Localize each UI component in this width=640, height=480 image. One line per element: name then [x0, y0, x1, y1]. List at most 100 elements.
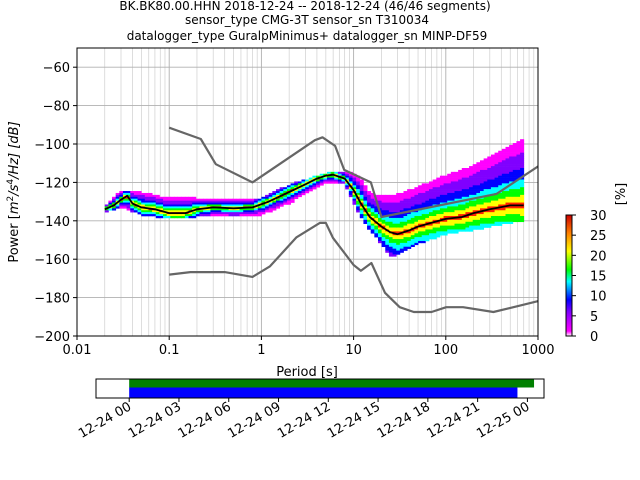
- psd-density-cell: [148, 204, 153, 207]
- psd-density-cell: [133, 194, 138, 198]
- psd-density-cell: [516, 168, 521, 171]
- psd-density-cell: [108, 202, 113, 205]
- psd-density-cell: [512, 212, 517, 215]
- psd-density-cell: [330, 171, 335, 175]
- psd-density-cell: [352, 202, 357, 205]
- psd-density-cell: [498, 187, 503, 190]
- psd-density-cell: [498, 171, 503, 175]
- psd-density-cell: [268, 200, 273, 203]
- psd-density-cell: [392, 246, 397, 249]
- psd-density-cell: [195, 204, 200, 207]
- psd-plot-area: 0.01 0.1 1 10 100 1000 −200−180−160−140−120−1…: [34, 47, 555, 358]
- psd-density-cell: [505, 200, 510, 203]
- psd-density-cell: [443, 212, 448, 215]
- psd-density-cell: [443, 198, 448, 201]
- psd-density-cell: [494, 194, 499, 198]
- psd-density-cell: [374, 223, 379, 226]
- psd-density-cell: [490, 210, 495, 213]
- psd-density-cell: [155, 216, 160, 219]
- psd-density-cell: [381, 219, 386, 223]
- psd-density-cell: [476, 216, 481, 219]
- psd-density-cell: [163, 198, 168, 201]
- psd-density-cell: [122, 206, 128, 209]
- psd-density-cell: [520, 166, 525, 169]
- psd-density-cell: [410, 235, 415, 238]
- psd-density-cell: [418, 233, 423, 236]
- psd-density-cell: [480, 187, 485, 190]
- psd-density-cell: [443, 227, 448, 230]
- psd-density-cell: [407, 191, 412, 194]
- psd-density-cell: [334, 175, 339, 178]
- psd-density-cell: [410, 192, 415, 196]
- psd-density-cell: [137, 210, 142, 213]
- psd-density-cell: [396, 204, 401, 207]
- psd-density-cell: [450, 183, 455, 186]
- psd-density-cell: [418, 206, 423, 209]
- psd-density-cell: [472, 168, 477, 171]
- psd-density-cell: [232, 202, 237, 205]
- psd-density-cell: [272, 191, 277, 194]
- psd-density-cell: [356, 187, 361, 190]
- psd-density-cell: [483, 181, 488, 184]
- psd-density-cell: [399, 194, 404, 198]
- psd-density-cell: [290, 196, 295, 200]
- psd-density-cell: [144, 192, 149, 196]
- psd-density-cell: [494, 214, 499, 217]
- psd-density-cell: [181, 208, 186, 211]
- psd-density-cell: [454, 231, 459, 234]
- psd-density-cell: [192, 210, 197, 213]
- psd-density-cell: [399, 225, 404, 228]
- psd-density-cell: [330, 177, 335, 180]
- psd-density-cell: [490, 171, 495, 175]
- psd-density-cell: [505, 191, 510, 194]
- psd-density-cell: [483, 162, 488, 165]
- psd-density-cell: [421, 221, 426, 224]
- psd-density-cell: [465, 204, 470, 207]
- psd-density-cell: [505, 150, 510, 153]
- psd-density-cell: [407, 194, 412, 198]
- psd-density-cell: [268, 210, 273, 213]
- psd-density-cell: [130, 194, 135, 198]
- psd-density-cell: [501, 183, 506, 186]
- psd-density-cell: [374, 229, 379, 232]
- psd-density-cell: [494, 171, 499, 175]
- psd-density-cell: [410, 191, 415, 194]
- psd-density-cell: [388, 212, 393, 215]
- psd-density-cell: [144, 212, 149, 215]
- psd-density-cell: [323, 179, 328, 182]
- psd-density-cell: [385, 194, 390, 198]
- psd-density-cell: [418, 223, 423, 226]
- psd-density-cell: [520, 156, 525, 159]
- psd-density-cell: [490, 204, 495, 207]
- psd-density-cell: [232, 212, 237, 215]
- psd-density-cell: [243, 198, 248, 201]
- psd-density-cell: [148, 206, 153, 209]
- psd-density-cell: [363, 185, 368, 188]
- psd-density-cell: [447, 177, 452, 180]
- psd-density-cell: [370, 206, 375, 209]
- nlnm-line: [169, 221, 538, 314]
- psd-density-cell: [476, 168, 481, 171]
- psd-density-cell: [516, 148, 521, 152]
- psd-density-cell: [126, 202, 131, 205]
- psd-density-cell: [410, 217, 415, 221]
- psd-density-cell: [461, 219, 466, 223]
- psd-density-cell: [195, 200, 200, 203]
- psd-density-cell: [469, 183, 474, 186]
- psd-density-cell: [115, 192, 120, 196]
- psd-density-cell: [436, 181, 441, 184]
- psd-density-cell: [458, 198, 463, 201]
- psd-density-cell: [410, 223, 415, 226]
- psd-density-cell: [367, 198, 372, 201]
- psd-density-cell: [206, 214, 211, 217]
- psd-density-cell: [130, 198, 135, 201]
- psd-density-cell: [428, 217, 434, 221]
- psd-density-cell: [410, 212, 415, 215]
- psd-density-cell: [520, 141, 525, 144]
- psd-density-cell: [520, 148, 525, 152]
- psd-density-cell: [206, 204, 211, 207]
- psd-density-cell: [275, 204, 281, 207]
- psd-density-cell: [483, 200, 488, 203]
- psd-density-cell: [377, 194, 383, 198]
- psd-density-cell: [122, 194, 128, 198]
